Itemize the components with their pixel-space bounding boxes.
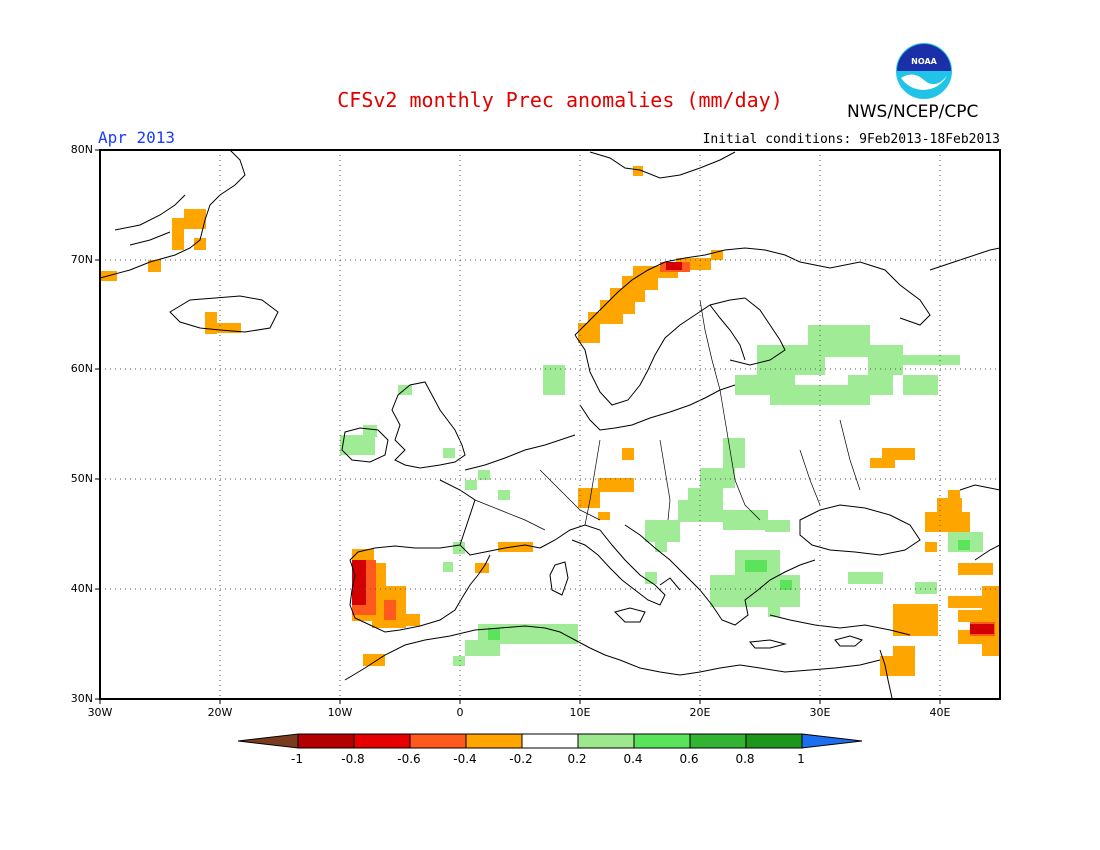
noaa-logo-icon: NOAA <box>894 41 954 101</box>
colorbar-label: 0.8 <box>735 752 755 766</box>
colorbar-swatch <box>353 733 411 749</box>
colorbar-swatch <box>745 733 803 749</box>
lon-label: 30E <box>809 706 831 719</box>
colorbar-label: -0.2 <box>509 752 533 766</box>
colorbar-swatch <box>577 733 635 749</box>
colorbar-swatch <box>297 733 355 749</box>
colorbar-right-arrow <box>801 733 863 749</box>
map-title: CFSv2 monthly Prec anomalies (mm/day) <box>337 88 783 112</box>
lon-label: 10W <box>327 706 353 719</box>
lon-label: 10E <box>569 706 591 719</box>
colorbar-label: 1 <box>797 752 805 766</box>
anomaly-field <box>100 150 1000 699</box>
agency-label: NWS/NCEP/CPC <box>847 102 979 122</box>
initial-conditions-label: Initial conditions: 9Feb2013-18Feb2013 <box>702 132 1000 147</box>
lon-label: 30W <box>87 706 113 719</box>
lon-label: 40E <box>929 706 951 719</box>
lat-label: 50N <box>70 472 93 485</box>
lon-label: 0 <box>456 706 464 719</box>
colorbar-swatch <box>633 733 691 749</box>
colorbar-swatch <box>689 733 747 749</box>
valid-month-label: Apr 2013 <box>98 128 176 147</box>
noaa-logo-text: NOAA <box>911 57 937 66</box>
colorbar-label: -0.8 <box>341 752 365 766</box>
lat-label: 80N <box>70 143 93 156</box>
colorbar-swatch <box>409 733 467 749</box>
colorbar-swatch <box>521 733 579 749</box>
colorbar-swatch <box>465 733 523 749</box>
colorbar-label: -0.4 <box>453 752 477 766</box>
lon-label: 20E <box>689 706 711 719</box>
colorbar-label: -1 <box>291 752 303 766</box>
lat-label: 60N <box>70 362 93 375</box>
colorbar-label: 0.6 <box>679 752 699 766</box>
colorbar <box>238 733 863 749</box>
colorbar-label: 0.2 <box>567 752 587 766</box>
graticule <box>100 150 1000 699</box>
lat-label: 70N <box>70 253 93 266</box>
map-frame <box>99 149 1001 700</box>
lon-label: 20W <box>207 706 233 719</box>
colorbar-label: -0.6 <box>397 752 421 766</box>
lat-label: 30N <box>70 692 93 705</box>
lat-label: 40N <box>70 582 93 595</box>
colorbar-label: 0.4 <box>623 752 643 766</box>
colorbar-left-arrow <box>238 733 299 749</box>
